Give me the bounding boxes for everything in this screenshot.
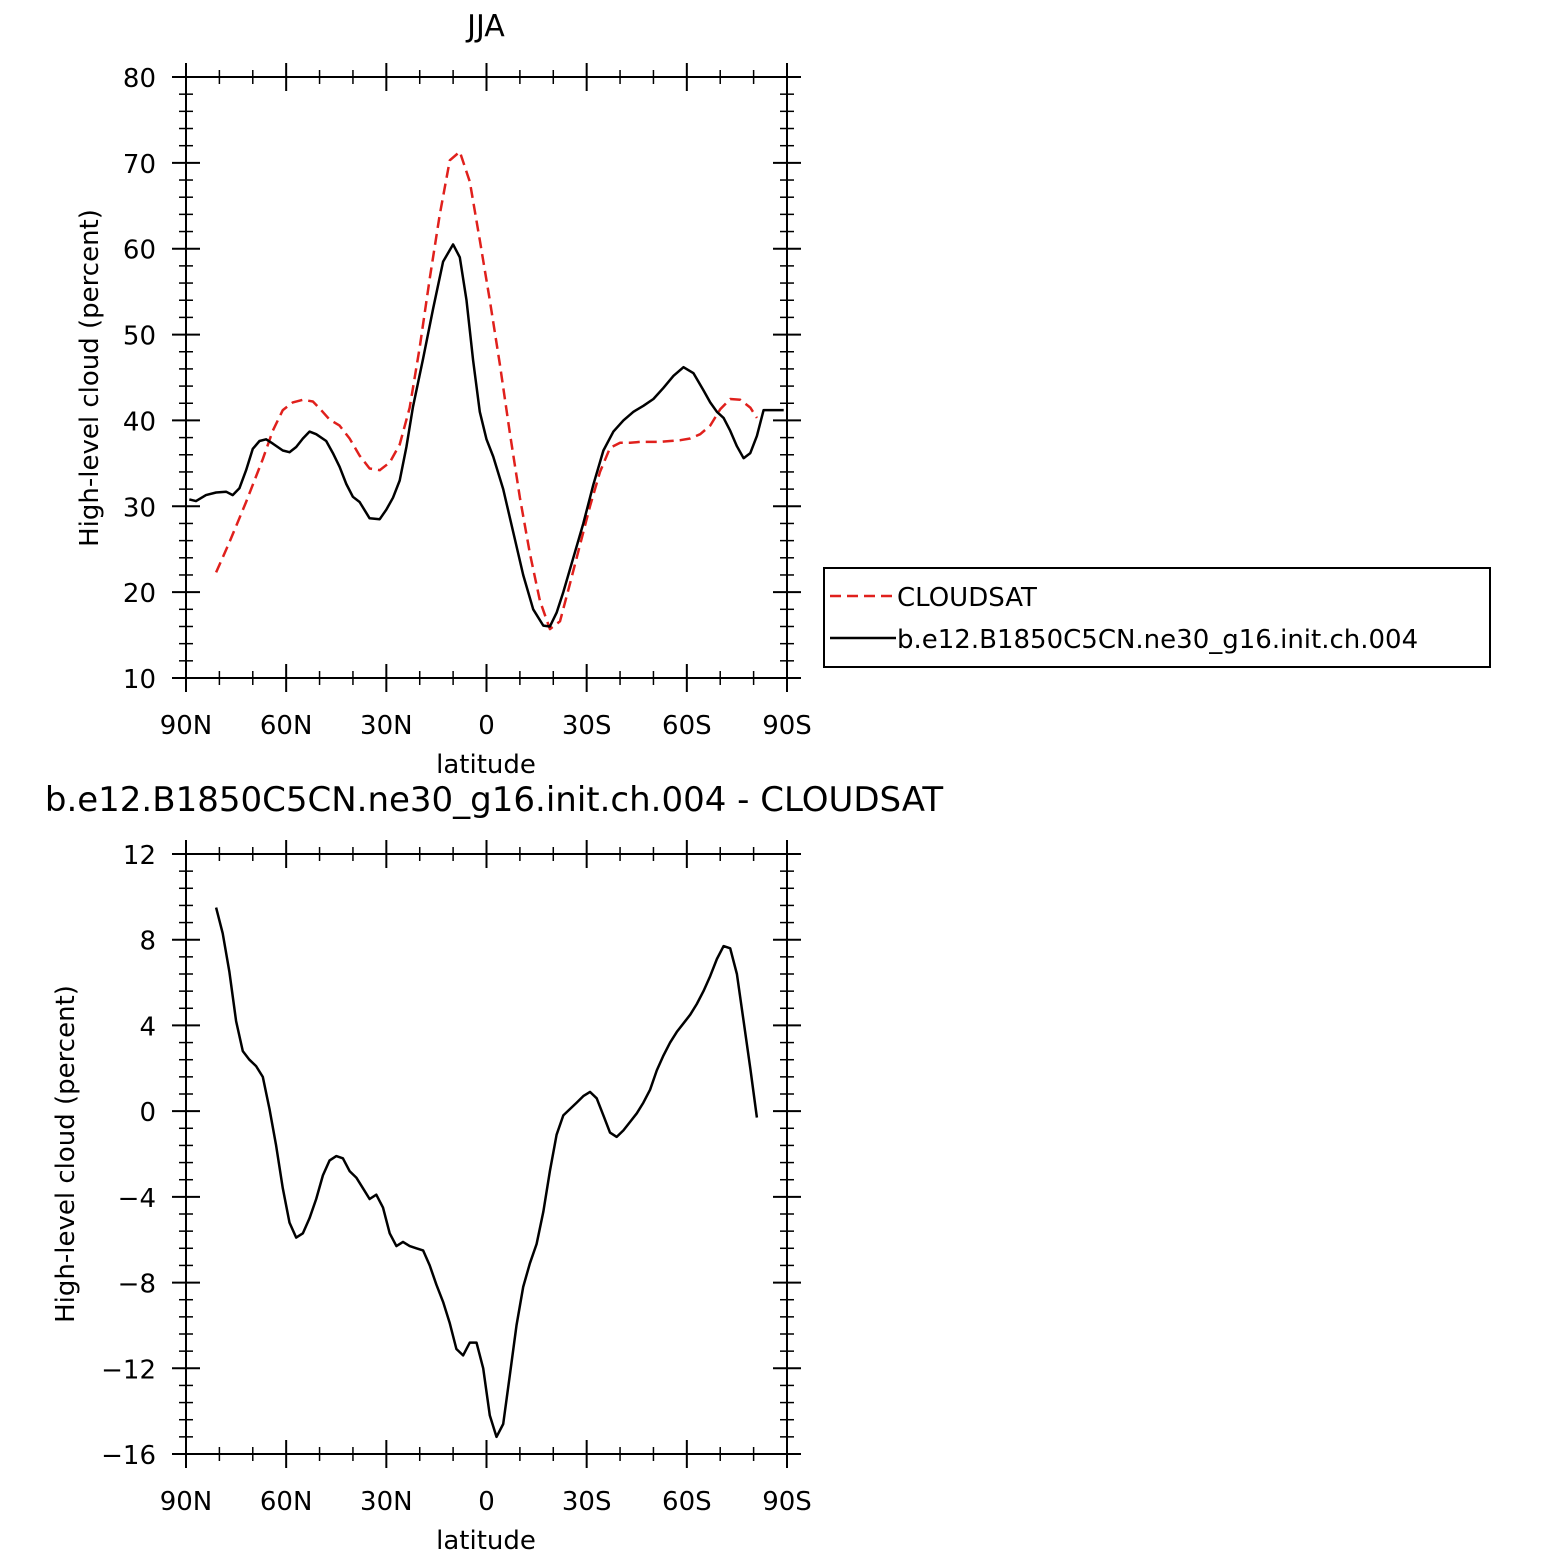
bottom-chart-title: b.e12.B1850C5CN.ne30_g16.init.ch.004 - C… <box>45 780 944 820</box>
bottom-y-tick-label: 4 <box>139 1012 156 1042</box>
bottom-x-tick-label: 30N <box>360 1487 413 1517</box>
bottom-x-tick-label: 90S <box>762 1487 812 1517</box>
top-x-tick-label: 60N <box>260 711 313 741</box>
top-y-axis-label: High-level cloud (percent) <box>75 209 105 547</box>
top-y-tick-label: 80 <box>123 64 156 94</box>
bottom-y-tick-label: 8 <box>139 927 156 957</box>
legend-label-model: b.e12.B1850C5CN.ne30_g16.init.ch.004 <box>897 625 1418 655</box>
top-x-tick-label: 30N <box>360 711 413 741</box>
top-y-tick-label: 30 <box>123 493 156 523</box>
legend: CLOUDSAT b.e12.B1850C5CN.ne30_g16.init.c… <box>823 567 1491 668</box>
bottom-panel: b.e12.B1850C5CN.ne30_g16.init.ch.004 - C… <box>45 780 944 1556</box>
bottom-x-tick-label: 60N <box>260 1487 313 1517</box>
top-series <box>188 150 784 631</box>
top-x-tick-label: 30S <box>562 711 612 741</box>
top-axes: 10 20 30 40 50 60 70 80 90N 60N 30N 0 30S 60S 90S <box>123 63 812 741</box>
bottom-y-tick-label: −4 <box>118 1184 156 1214</box>
bottom-series <box>214 907 759 1439</box>
bottom-y-tick-label: 0 <box>139 1098 156 1128</box>
top-y-tick-label: 60 <box>123 236 156 266</box>
top-x-axis-label: latitude <box>436 750 536 780</box>
bottom-y-tick-label: −12 <box>101 1355 156 1385</box>
bottom-x-tick-label: 60S <box>662 1487 712 1517</box>
top-x-tick-label: 90N <box>160 711 213 741</box>
bottom-series-line-0 <box>214 907 759 1439</box>
bottom-y-axis-label: High-level cloud (percent) <box>51 985 81 1323</box>
bottom-x-tick-label: 90N <box>160 1487 213 1517</box>
legend-box <box>823 567 1491 668</box>
top-x-tick-label: 60S <box>662 711 712 741</box>
top-y-tick-label: 70 <box>123 150 156 180</box>
top-series-line-1 <box>188 243 784 628</box>
bottom-y-tick-label: −16 <box>101 1441 156 1471</box>
bottom-plot-frame <box>185 853 788 1455</box>
bottom-x-axis-label: latitude <box>436 1526 536 1556</box>
bottom-x-tick-label: 30S <box>562 1487 612 1517</box>
top-y-tick-label: 50 <box>123 322 156 352</box>
bottom-x-tick-label: 0 <box>478 1487 495 1517</box>
top-y-tick-label: 40 <box>123 407 156 437</box>
top-y-tick-label: 20 <box>123 579 156 609</box>
top-y-tick-label: 10 <box>123 665 156 695</box>
top-x-tick-label: 90S <box>762 711 812 741</box>
legend-label-cloudsat: CLOUDSAT <box>897 583 1037 613</box>
bottom-y-tick-label: 12 <box>123 841 156 871</box>
top-x-tick-label: 0 <box>478 711 495 741</box>
bottom-y-tick-label: −8 <box>118 1270 156 1300</box>
bottom-axes: −16 −12 −8 −4 0 4 8 12 90N 60N 30N 0 30S 60S 90S <box>101 840 812 1517</box>
top-chart-title: JJA <box>465 9 505 44</box>
top-series-line-0 <box>214 150 758 631</box>
